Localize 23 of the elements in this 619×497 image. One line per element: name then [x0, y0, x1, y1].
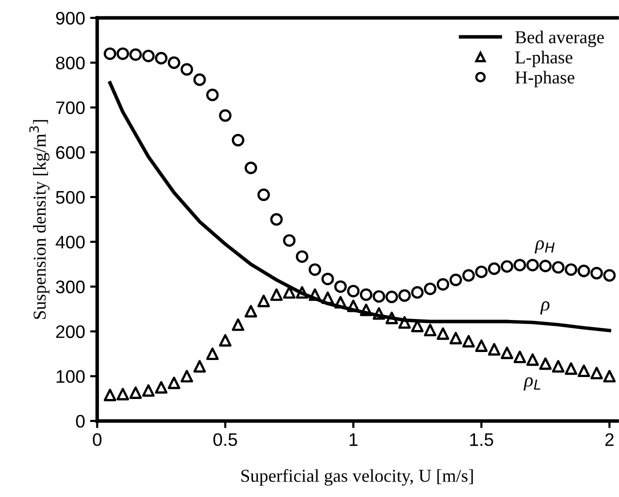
x-tick-label: 2 — [605, 433, 614, 446]
annotation: ρ — [540, 301, 550, 314]
x-tick-label: 1 — [350, 433, 358, 446]
legend-label: Bed average — [515, 30, 604, 48]
y-tick-label: 300 — [56, 280, 85, 294]
y-axis-title: Suspension density [kg/m$^{3}$] — [29, 120, 50, 319]
y-tick-label: 400 — [56, 236, 85, 249]
x-tick-label: 0.5 — [213, 433, 238, 446]
legend-label: H-phase — [515, 70, 574, 88]
y-tick-label: 800 — [56, 56, 85, 70]
y-tick-label: 700 — [56, 101, 85, 114]
x-tick-label: 0 — [92, 433, 102, 446]
y-tick-label: 500 — [56, 190, 85, 204]
y-tick-label: 200 — [56, 325, 85, 338]
annotation: ρ$_{L}$ — [524, 377, 540, 391]
annotation: ρ$_{H}$ — [534, 240, 555, 254]
y-tick-label: 100 — [56, 370, 85, 383]
x-axis-title: Superficial gas velocity, U [m/s] — [241, 469, 473, 486]
legend-label: L-phase — [515, 50, 572, 68]
y-tick-label: 900 — [56, 12, 85, 25]
y-tick-label: 600 — [56, 146, 85, 159]
x-tick-label: 1.5 — [470, 433, 494, 446]
y-tick-label: 0 — [76, 414, 85, 428]
